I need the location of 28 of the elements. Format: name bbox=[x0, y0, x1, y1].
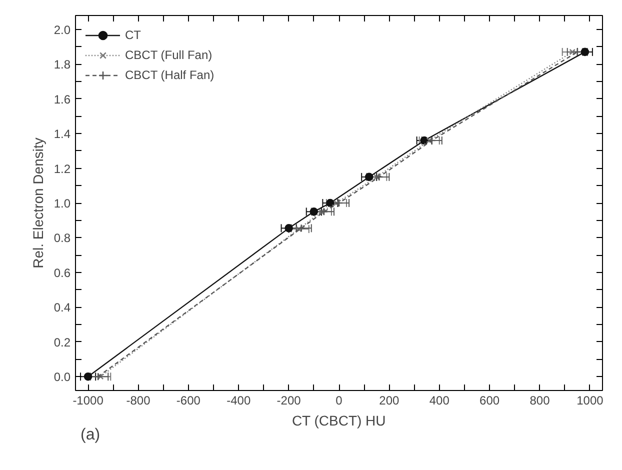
y-tick-label: 1.4 bbox=[54, 127, 71, 142]
x-tick-label: -800 bbox=[126, 394, 151, 408]
y-tick-label: 1.6 bbox=[54, 92, 71, 106]
x-tick-label: 400 bbox=[429, 394, 450, 408]
x-tick-label: 200 bbox=[379, 394, 400, 408]
x-tick-label: -1000 bbox=[72, 394, 104, 408]
x-tick-label: 800 bbox=[530, 394, 550, 408]
y-tick-label: 1.2 bbox=[54, 162, 71, 176]
y-tick-label: 0.0 bbox=[54, 370, 71, 384]
x-tick-label: -400 bbox=[226, 394, 251, 408]
y-tick-label: 0.8 bbox=[54, 231, 71, 246]
legend-label: CT bbox=[125, 28, 142, 42]
y-tick-label: 0.2 bbox=[54, 335, 71, 350]
y-tick-label: 0.6 bbox=[54, 266, 71, 280]
y-tick-label: 2.0 bbox=[54, 22, 71, 37]
x-tick-label: 1000 bbox=[576, 394, 604, 408]
text: (a) bbox=[80, 426, 100, 444]
y-axis-title: Rel. Electron Density bbox=[30, 138, 46, 268]
legend-label: CBCT (Full Fan) bbox=[125, 48, 212, 62]
y-tick-label: 1.0 bbox=[54, 196, 71, 210]
x-axis-title: CT (CBCT) HU bbox=[292, 412, 386, 428]
x-tick-label: 0 bbox=[336, 394, 343, 408]
y-tick-label: 0.4 bbox=[54, 300, 71, 315]
x-tick-label: 600 bbox=[480, 394, 500, 408]
x-tick-label: -200 bbox=[276, 394, 302, 408]
x-tick-label: -600 bbox=[176, 394, 201, 408]
legend-label: CBCT (Half Fan) bbox=[125, 68, 214, 82]
y-tick-label: 1.8 bbox=[54, 58, 71, 72]
